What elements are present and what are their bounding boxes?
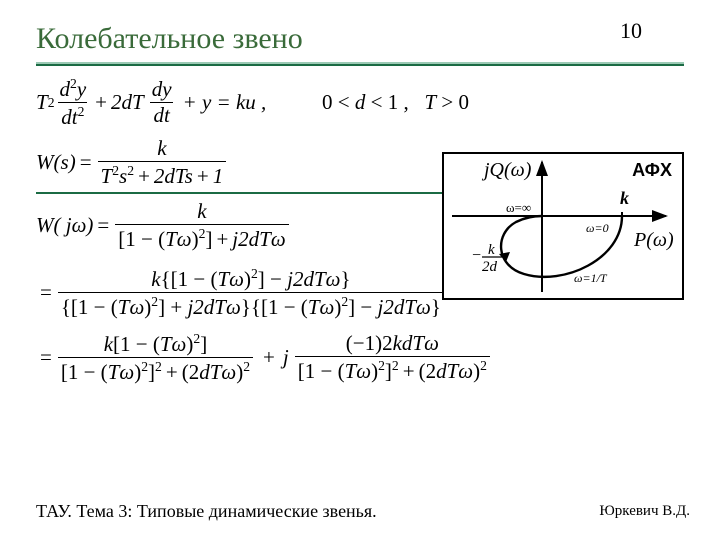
- svg-text:2d: 2d: [482, 259, 498, 275]
- frac-line4b: (−1)2kdTω [1 − (Tω)2]2+(2dTω)2: [295, 332, 490, 383]
- eq-Ws: W(s)= k T2s2+2dTs+1: [36, 137, 444, 188]
- title-rule: [36, 62, 684, 66]
- frac-Wjw: k [1 − (Tω)2]+j2dTω: [115, 200, 288, 251]
- frac-line3: k{[1 − (Tω)2] − j2dTω} {[1 − (Tω)2] + j2…: [58, 266, 444, 319]
- eq-Wjw-lhs: W( jω)=: [36, 214, 113, 237]
- y-axis-label: jQ(ω): [481, 159, 532, 181]
- eq-line4: = k[1 − (Tω)2] [1 − (Tω)2]2+(2dTω)2 + j …: [36, 331, 684, 384]
- sup-2: 2: [48, 95, 55, 110]
- omega-inf-label: ω=∞: [506, 200, 531, 215]
- frac-d2y-dt2: d2y dt2: [57, 76, 90, 129]
- green-separator: [36, 192, 444, 194]
- slide: 10 Колебательное звено T 2 d2y dt2 + 2dT…: [0, 0, 720, 540]
- afx-label: АФХ: [632, 160, 672, 181]
- eq-ode-T: T: [36, 91, 48, 114]
- footer-left: ТАУ. Тема 3: Типовые динамические звенья…: [36, 501, 377, 522]
- k-label: k: [620, 188, 629, 208]
- svg-text:−: −: [472, 247, 481, 264]
- omega-1T-label: ω=1/T: [574, 271, 608, 285]
- frac-line4a: k[1 − (Tω)2] [1 − (Tω)2]2+(2dTω)2: [58, 331, 253, 384]
- eq-Ws-lhs: W(s)=: [36, 151, 96, 174]
- afx-diagram: АФХ jQ(ω) P(ω) ω=∞ ω=0 ω=1/T k −: [442, 152, 684, 300]
- x-axis-label: P(ω): [633, 229, 674, 251]
- eq-ode-tail: + y = ku ,: [177, 91, 271, 114]
- slide-title: Колебательное звено: [36, 22, 684, 56]
- footer-right: Юркевич В.Д.: [599, 503, 690, 520]
- frac-dy-dt: dy dt: [149, 78, 175, 127]
- svg-text:k: k: [488, 242, 495, 258]
- frac-Ws: k T2s2+2dTs+1: [98, 137, 227, 188]
- eq-cond: 0 < d < 1 , T > 0: [306, 91, 469, 114]
- eq-ode: T 2 d2y dt2 + 2dT dy dt + y = ku , 0 < d…: [36, 76, 684, 129]
- eq-Wjw: W( jω)= k [1 − (Tω)2]+j2dTω: [36, 200, 444, 251]
- page-number: 10: [620, 18, 642, 44]
- omega-zero-label: ω=0: [586, 221, 609, 235]
